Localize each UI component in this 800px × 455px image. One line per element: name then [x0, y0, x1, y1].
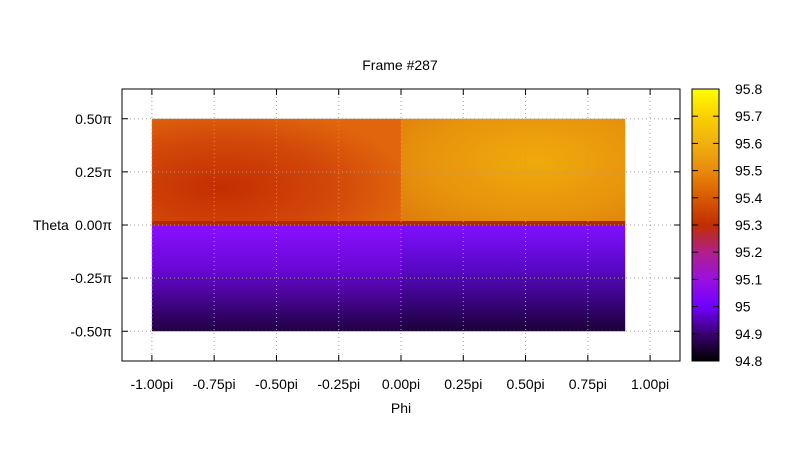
- x-tick-label: -0.50pi: [255, 376, 298, 392]
- x-tick-label: -0.75pi: [193, 376, 236, 392]
- colorbar-tick-label: 95.4: [735, 190, 762, 206]
- x-tick-label: 0.50pi: [506, 376, 544, 392]
- x-tick-label: 0.00pi: [382, 376, 420, 392]
- y-tick-label: -0.25π: [70, 270, 112, 286]
- colorbar-tick-label: 95.3: [735, 217, 762, 233]
- y-axis-label: Theta: [33, 217, 69, 233]
- grid-lines: [122, 89, 680, 361]
- colorbar-tick-label: 95.8: [735, 81, 762, 97]
- colorbar-tick-label: 95.1: [735, 271, 762, 287]
- colorbar-tick-label: 95.2: [735, 244, 762, 260]
- x-tick-label: -1.00pi: [130, 376, 173, 392]
- colorbar-tick-label: 94.8: [735, 353, 762, 369]
- y-axis-ticks: 0.50π 0.25π 0.00π -0.25π -0.50π: [70, 111, 680, 339]
- y-tick-label: 0.00π: [75, 217, 112, 233]
- y-tick-label: 0.25π: [75, 164, 112, 180]
- heatmap-region-lower-left: [151, 225, 401, 332]
- heatmap-region-upper-left: [151, 118, 401, 225]
- equator-band: [151, 221, 626, 225]
- colorbar-tick-label: 95.7: [735, 108, 762, 124]
- colorbar-tick-label: 95.5: [735, 163, 762, 179]
- y-tick-label: 0.50π: [75, 111, 112, 127]
- colorbar-tick-label: 94.9: [735, 326, 762, 342]
- x-tick-label: 0.75pi: [569, 376, 607, 392]
- y-tick-label: -0.50π: [70, 323, 112, 339]
- heatmap-regions: [151, 118, 626, 332]
- x-axis-ticks: -1.00pi -0.75pi -0.50pi -0.25pi 0.00pi 0.25pi…: [130, 89, 669, 392]
- x-tick-label: 1.00pi: [631, 376, 669, 392]
- colorbar-tick-label: 95: [735, 299, 751, 315]
- x-tick-label: 0.25pi: [444, 376, 482, 392]
- x-tick-label: -0.25pi: [317, 376, 360, 392]
- x-axis-label: Phi: [391, 400, 411, 416]
- chart-title: Frame #287: [362, 57, 438, 73]
- colorbar-ticks: 95.8 95.7 95.6 95.5 95.4 95.3 95.2 95.1 95 94.9 94…: [692, 81, 762, 369]
- colorbar-tick-label: 95.6: [735, 135, 762, 151]
